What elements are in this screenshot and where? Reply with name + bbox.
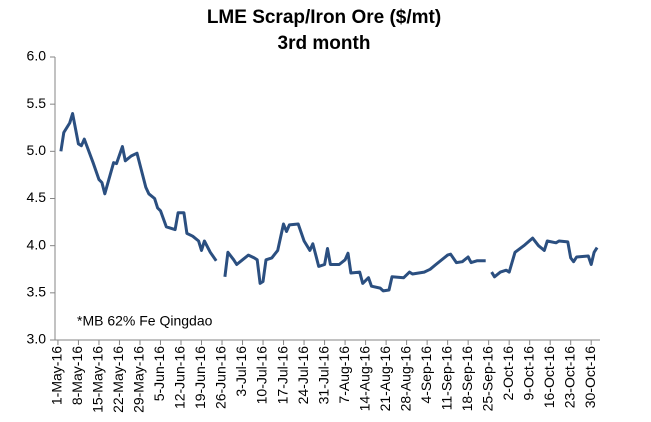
x-tick-label: 21-Aug-16 — [377, 346, 393, 412]
x-tick-label: 10-Jul-16 — [254, 346, 270, 405]
x-tick-label: 25-Sep-16 — [479, 346, 495, 412]
chart-title: LME Scrap/Iron Ore ($/mt) — [207, 7, 441, 28]
x-tick-label: 5-Jun-16 — [151, 346, 167, 401]
y-tick-label: 4.0 — [27, 236, 47, 252]
data-line — [59, 112, 599, 293]
y-tick-label: 5.0 — [27, 142, 47, 158]
x-tick-label: 29-May-16 — [131, 346, 147, 413]
annotation: *MB 62% Fe Qingdao — [77, 313, 213, 329]
x-tick-label: 12-Jun-16 — [172, 346, 188, 409]
x-tick-label: 23-Oct-16 — [561, 346, 577, 408]
x-tick-label: 15-May-16 — [90, 346, 106, 413]
x-tick-label: 26-Jun-16 — [213, 346, 229, 409]
x-tick-label: 17-Jul-16 — [274, 346, 290, 405]
x-tick-label: 1-May-16 — [49, 346, 65, 405]
x-tick-label: 30-Oct-16 — [582, 346, 598, 408]
y-tick-label: 4.5 — [27, 189, 47, 205]
x-tick-label: 16-Oct-16 — [541, 346, 557, 408]
x-tick-label: 31-Jul-16 — [315, 346, 331, 405]
x-tick-label: 18-Sep-16 — [459, 346, 475, 412]
x-tick-label: 9-Oct-16 — [520, 346, 536, 401]
x-tick-label: 2-Oct-16 — [500, 346, 516, 401]
x-tick-label: 19-Jun-16 — [192, 346, 208, 409]
x-tick-label: 8-May-16 — [69, 346, 85, 405]
y-tick-label: 3.0 — [27, 331, 47, 347]
x-tick-label: 3-Jul-16 — [233, 346, 249, 397]
x-tick-label: 11-Sep-16 — [438, 346, 454, 411]
x-tick-label: 28-Aug-16 — [397, 346, 413, 412]
x-tick-label: 24-Jul-16 — [295, 346, 311, 405]
y-tick-label: 6.0 — [27, 48, 47, 64]
x-tick-label: 22-May-16 — [110, 346, 126, 413]
x-tick-label: 14-Aug-16 — [356, 346, 372, 412]
chart-subtitle: 3rd month — [278, 33, 371, 54]
x-tick-label: 7-Aug-16 — [336, 346, 352, 404]
y-tick-label: 5.5 — [27, 95, 47, 111]
y-tick-label: 3.5 — [27, 284, 47, 300]
x-tick-label: 4-Sep-16 — [418, 346, 434, 404]
